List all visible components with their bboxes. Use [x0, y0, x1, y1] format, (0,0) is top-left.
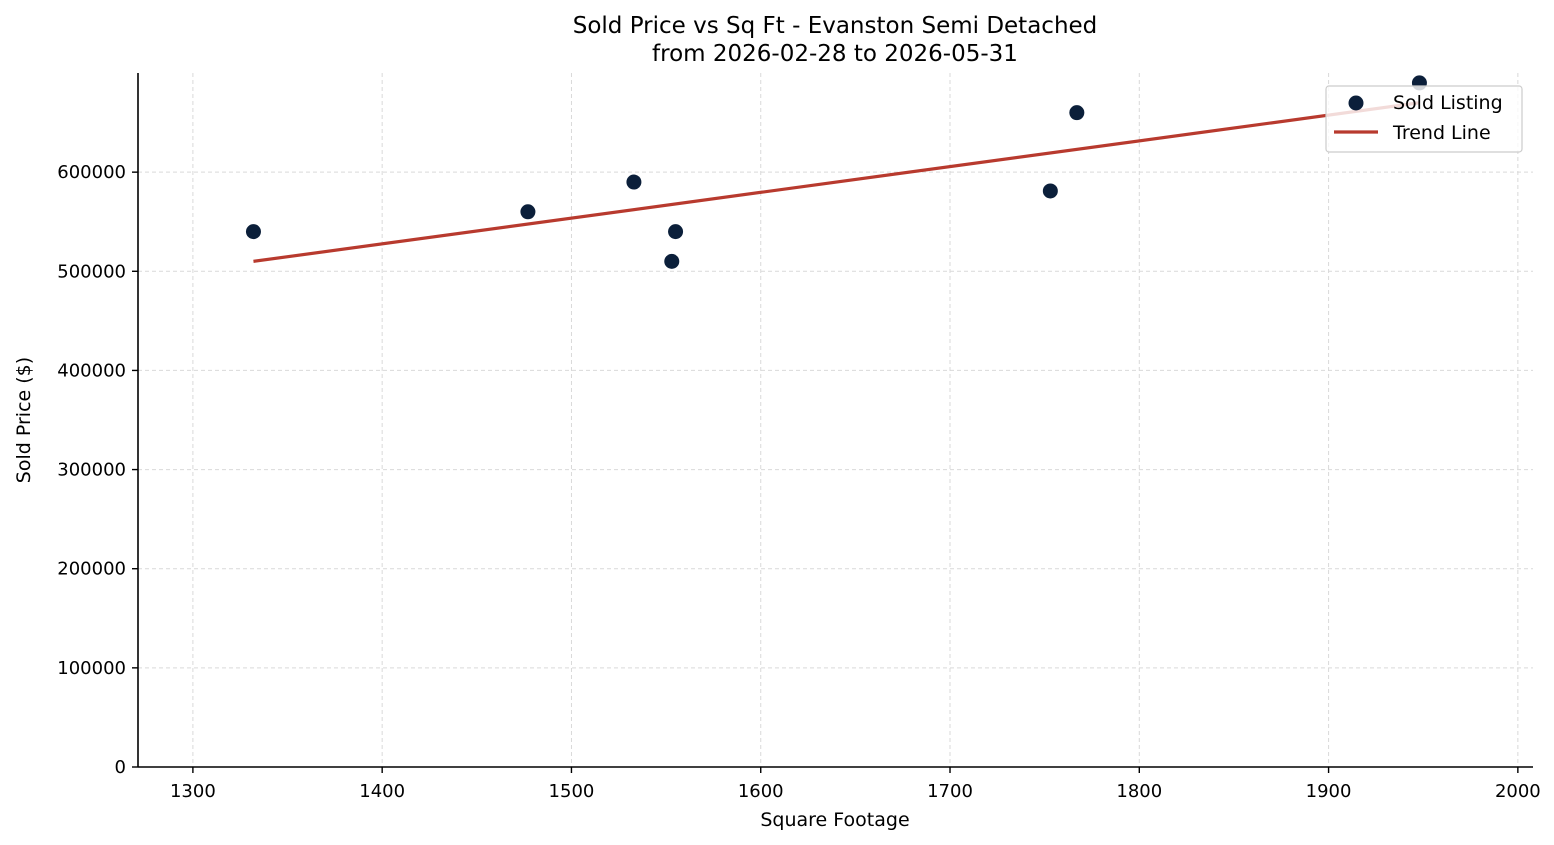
legend-entry-sold-listing: Sold Listing	[1393, 92, 1503, 114]
x-axis-ticks: 1300 1400 1500 1600 1700 1800 1900 2000	[170, 767, 1541, 802]
chart-subtitle: from 2026-02-28 to 2026-05-31	[652, 41, 1018, 67]
x-tick-label: 1300	[170, 781, 216, 802]
legend-entry-trend-line: Trend Line	[1392, 122, 1491, 144]
x-tick-label: 1700	[927, 781, 973, 802]
y-axis-ticks: 0 100000 200000 300000 400000 500000 600000	[57, 162, 138, 778]
x-axis-label: Square Footage	[760, 809, 909, 831]
x-tick-label: 1800	[1116, 781, 1162, 802]
x-tick-label: 1900	[1306, 781, 1352, 802]
y-axis-label: Sold Price ($)	[13, 357, 35, 483]
scatter-point	[664, 253, 680, 269]
axes	[137, 73, 1533, 768]
scatter-point	[626, 174, 642, 190]
chart-title-group: Sold Price vs Sq Ft - Evanston Semi Deta…	[573, 13, 1098, 67]
legend-scatter-marker	[1348, 95, 1364, 111]
y-tick-label: 400000	[57, 360, 126, 381]
grid	[138, 73, 1533, 768]
scatter-point	[1069, 105, 1085, 121]
x-tick-label: 1500	[549, 781, 595, 802]
legend: Sold Listing Trend Line	[1325, 85, 1523, 153]
scatter-point	[668, 224, 684, 240]
y-tick-label: 600000	[57, 162, 126, 183]
y-tick-label: 0	[115, 757, 126, 778]
trend-line	[253, 101, 1420, 263]
y-tick-label: 100000	[57, 658, 126, 679]
trend-line-layer	[253, 101, 1420, 263]
scatter-point	[245, 224, 261, 240]
chart-title: Sold Price vs Sq Ft - Evanston Semi Deta…	[573, 13, 1098, 39]
legend-box	[1325, 85, 1523, 153]
scatter-point	[520, 204, 536, 220]
x-tick-label: 2000	[1495, 781, 1541, 802]
scatter-point	[1042, 183, 1058, 199]
y-tick-label: 300000	[57, 460, 126, 481]
y-tick-label: 200000	[57, 559, 126, 580]
y-tick-label: 500000	[57, 261, 126, 282]
x-tick-label: 1400	[359, 781, 405, 802]
x-tick-label: 1600	[738, 781, 784, 802]
